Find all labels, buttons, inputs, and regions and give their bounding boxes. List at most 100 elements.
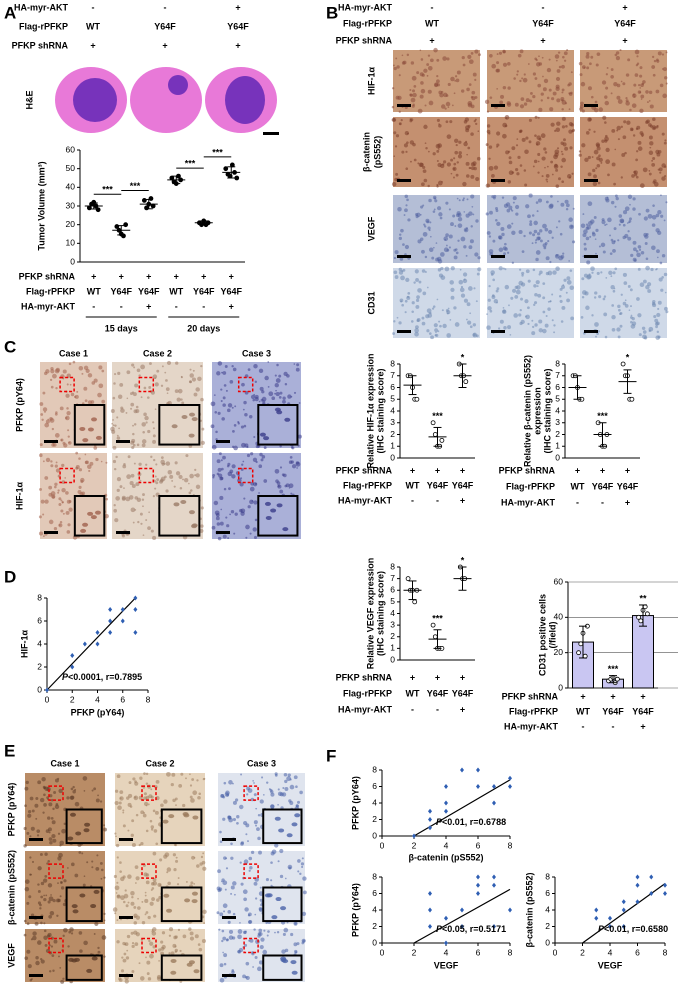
texture: [436, 242, 438, 244]
texture: [119, 978, 123, 982]
texture: [51, 817, 54, 820]
texture: [202, 867, 206, 871]
texture: [94, 933, 96, 935]
texture: [58, 497, 61, 500]
texture: [166, 461, 170, 465]
texture: [126, 904, 129, 907]
cell: WT: [425, 18, 439, 28]
texture: [542, 175, 544, 177]
data-point: [96, 208, 100, 212]
texture: [122, 465, 126, 469]
row-label: PFKP shRNA: [336, 35, 393, 45]
texture: [508, 304, 510, 306]
texture: [298, 435, 302, 439]
nucleus: [263, 436, 269, 440]
texture: [456, 174, 459, 177]
texture: [643, 280, 647, 284]
texture: [599, 245, 601, 247]
texture: [656, 153, 660, 157]
texture: [160, 803, 164, 807]
texture: [544, 167, 546, 169]
texture: [253, 527, 257, 531]
texture: [434, 328, 438, 332]
texture: [562, 117, 566, 121]
y-tick-label: 0: [558, 682, 563, 692]
texture: [598, 330, 600, 332]
texture: [226, 938, 229, 941]
cell: WT: [86, 21, 100, 31]
texture: [442, 324, 446, 328]
texture: [614, 227, 617, 230]
texture: [533, 72, 536, 75]
texture: [444, 239, 446, 241]
texture: [283, 474, 287, 478]
texture: [55, 465, 58, 468]
texture: [404, 143, 408, 147]
condition-label: HA-myr-AKT: [338, 704, 393, 714]
texture: [415, 325, 419, 329]
texture: [434, 199, 437, 202]
texture: [639, 249, 641, 251]
texture: [477, 256, 480, 259]
data-point: [412, 834, 416, 839]
texture: [153, 810, 156, 813]
texture: [421, 89, 426, 94]
y-tick-label: 2: [372, 921, 377, 931]
nucleus: [74, 958, 80, 962]
texture: [409, 89, 411, 91]
texture: [533, 284, 536, 287]
texture: [257, 837, 261, 841]
texture: [444, 247, 449, 252]
texture: [40, 443, 43, 446]
texture: [163, 855, 167, 859]
texture: [507, 62, 511, 66]
texture: [601, 243, 605, 247]
texture: [392, 87, 394, 89]
texture: [140, 513, 143, 516]
nucleus: [266, 516, 272, 520]
texture: [40, 413, 43, 416]
texture: [178, 929, 180, 931]
texture: [465, 229, 467, 231]
texture: [252, 399, 255, 402]
y-tick-label: 40: [66, 182, 76, 192]
texture: [134, 423, 136, 425]
y-axis-label: (IHC staining score): [542, 368, 552, 453]
texture: [655, 269, 657, 271]
texture: [533, 221, 538, 226]
texture: [562, 284, 564, 286]
texture: [145, 913, 147, 915]
texture: [283, 933, 286, 936]
texture: [629, 204, 631, 206]
texture: [114, 424, 116, 426]
texture: [244, 443, 248, 447]
texture: [63, 879, 66, 882]
texture: [440, 275, 445, 280]
texture: [582, 213, 584, 215]
texture: [142, 443, 146, 447]
texture: [63, 513, 65, 515]
texture: [640, 83, 644, 87]
texture: [519, 322, 522, 325]
texture: [519, 269, 521, 271]
texture: [202, 939, 206, 943]
texture: [416, 295, 420, 299]
data-point: [476, 784, 480, 789]
texture: [252, 966, 254, 968]
cell: -: [431, 2, 434, 12]
scale-bar: [116, 531, 130, 534]
texture: [189, 373, 193, 377]
texture: [81, 852, 83, 854]
texture: [96, 799, 100, 803]
texture: [457, 240, 459, 242]
texture: [221, 940, 223, 942]
texture: [227, 537, 229, 539]
condition-label: PFKP shRNA: [499, 465, 556, 475]
texture: [429, 248, 433, 252]
texture: [477, 273, 480, 276]
texture: [218, 468, 222, 472]
texture: [557, 201, 559, 203]
nucleus: [172, 424, 178, 428]
texture: [54, 940, 58, 944]
